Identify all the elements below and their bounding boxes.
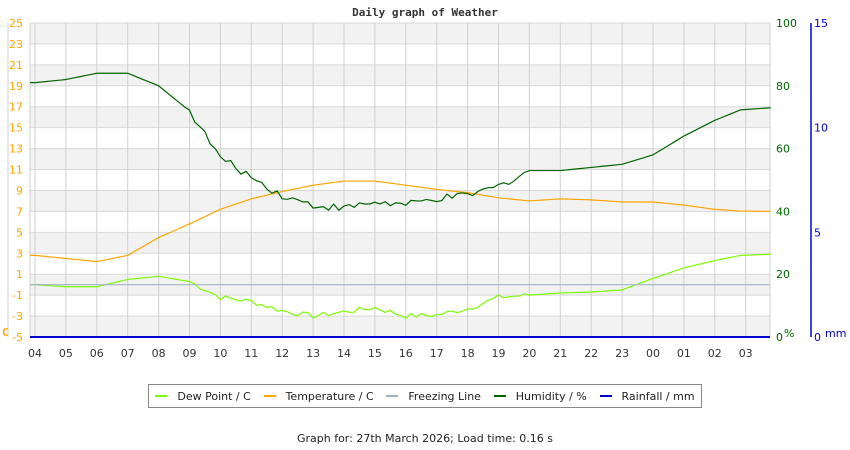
footer-status: Graph for: 27th March 2026; Load time: 0…	[296, 432, 554, 445]
grid-band	[30, 106, 770, 128]
left-tick-label: 11	[9, 164, 23, 177]
legend-label: Freezing Line	[408, 389, 481, 403]
x-tick-label: 20	[522, 347, 536, 360]
x-tick-label: 16	[399, 347, 413, 360]
right-axis-unit: %	[784, 327, 794, 340]
x-tick-label: 14	[337, 347, 351, 360]
axes: 252321191715131197531-1-3-5C100806040200…	[2, 17, 846, 360]
legend-item-temperature: Temperature / C	[263, 389, 374, 403]
x-tick-label: 12	[275, 347, 289, 360]
dew-point-swatch	[155, 395, 168, 397]
series-dew-point-cline	[30, 253, 771, 319]
x-tick-label: 04	[28, 347, 42, 360]
rainfall-swatch	[599, 395, 612, 397]
x-tick-label: 22	[584, 347, 598, 360]
chart-area: 252321191715131197531-1-3-5C100806040200…	[2, 17, 846, 360]
left-tick-label: 1	[16, 268, 23, 281]
legend-item-freezing-line: Freezing Line	[386, 390, 481, 403]
x-tick-label: 11	[244, 347, 258, 360]
grid-band	[30, 316, 770, 337]
legend-label: Humidity / %	[515, 389, 587, 403]
left-tick-label: 21	[9, 59, 23, 72]
left-tick-label: -3	[12, 310, 23, 323]
x-tick-label: 05	[59, 347, 73, 360]
x-tick-label: 00	[646, 347, 660, 360]
legend-item-humidity: Humidity / %	[493, 389, 587, 403]
grid-bands	[30, 23, 770, 337]
left-tick-label: 5	[16, 226, 23, 239]
right-tick-label: 100	[776, 17, 797, 30]
x-tick-label: 13	[306, 347, 320, 360]
rain-tick-label: 10	[814, 122, 828, 135]
x-tick-label: 08	[152, 347, 166, 360]
left-tick-label: 25	[9, 17, 23, 30]
x-tick-label: 10	[213, 347, 227, 360]
legend-item-dew-point: Dew Point / C	[155, 389, 251, 403]
right-tick-label: 20	[776, 268, 790, 281]
x-tick-label: 15	[368, 347, 382, 360]
series-temperature-cline	[30, 180, 771, 263]
legend-item-rainfall: Rainfall / mm	[599, 389, 695, 403]
rain-tick-label: 5	[814, 226, 821, 239]
left-tick-label: -1	[12, 289, 23, 302]
right-tick-label: 40	[776, 205, 790, 218]
x-tick-label: 07	[121, 347, 135, 360]
x-tick-label: 17	[430, 347, 444, 360]
legend: Dew Point / C Temperature / C Freezing L…	[148, 384, 702, 408]
left-axis-unit: C	[2, 326, 9, 339]
left-tick-label: 15	[9, 122, 23, 135]
temperature-swatch	[263, 395, 276, 397]
legend-label: Temperature / C	[285, 389, 374, 403]
left-tick-label: 7	[16, 205, 23, 218]
x-tick-label: 23	[615, 347, 629, 360]
series-humidity-line	[30, 72, 771, 212]
rain-axis-unit: mm	[825, 327, 846, 340]
humidity-swatch	[493, 395, 506, 397]
x-tick-label: 19	[492, 347, 506, 360]
rain-tick-label: 15	[814, 17, 828, 30]
left-tick-label: 19	[9, 80, 23, 93]
legend-label: Dew Point / C	[177, 389, 251, 403]
freezing-line-swatch	[386, 395, 399, 397]
left-tick-label: 17	[9, 101, 23, 114]
left-tick-label: 9	[16, 184, 23, 197]
right-tick-label: 60	[776, 143, 790, 156]
x-tick-label: 09	[183, 347, 197, 360]
left-tick-label: 23	[9, 38, 23, 51]
right-tick-label: 80	[776, 80, 790, 93]
left-tick-label: -5	[12, 331, 23, 344]
x-tick-label: 02	[708, 347, 722, 360]
grid-band	[30, 232, 770, 254]
series-lines	[30, 72, 771, 338]
grid-band	[30, 64, 770, 86]
left-tick-label: 3	[16, 247, 23, 260]
x-tick-label: 01	[677, 347, 691, 360]
right-tick-label: 0	[776, 331, 783, 344]
grid-band	[30, 190, 770, 212]
x-tick-label: 06	[90, 347, 104, 360]
rain-tick-label: 0	[814, 331, 821, 344]
x-tick-label: 18	[461, 347, 475, 360]
left-tick-label: 13	[9, 143, 23, 156]
x-tick-label: 03	[739, 347, 753, 360]
grid-band	[30, 148, 770, 170]
x-tick-label: 21	[553, 347, 567, 360]
grid-band	[30, 23, 770, 44]
legend-label: Rainfall / mm	[621, 389, 695, 403]
chart-title: Daily graph of Weather	[352, 6, 498, 19]
